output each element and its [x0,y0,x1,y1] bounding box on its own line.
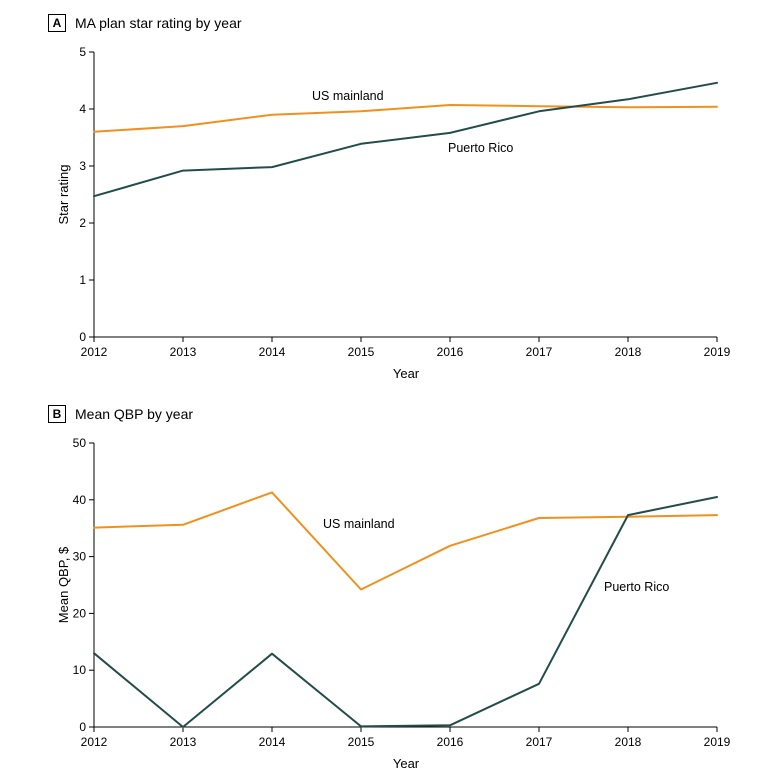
chart-b-puerto-rico-line [93,496,718,728]
panel-b-title: Mean QBP by year [75,406,194,422]
chart-a-x-tick-label: 2017 [526,345,553,359]
chart-b-puerto-rico-label: Puerto Rico [604,580,669,594]
chart-a-x-axis-label: Year [393,366,420,381]
chart-a-x-tick-label: 2014 [259,345,286,359]
chart-a-x-tick-label: 2019 [704,345,731,359]
chart-b-x-tick-label: 2017 [526,735,553,749]
chart-a-y-tick-label: 5 [79,45,86,59]
panel-b-letter: B [48,405,66,423]
chart-b-y-tick-label: 0 [79,720,86,734]
chart-b-x-tick-label: 2014 [259,735,286,749]
chart-a-x-tick-label: 2015 [348,345,375,359]
chart-b-x-tick-label: 2012 [81,735,108,749]
chart-b-us-mainland-line [93,491,718,591]
chart-b-y-tick-label: 20 [73,606,87,620]
panel-a-title: MA plan star rating by year [75,15,242,31]
chart-b-x-axis-label: Year [393,756,420,771]
chart-b-y-axis-label: Mean QBP, $ [56,546,71,623]
chart-a-y-tick-label: 1 [79,273,86,287]
chart-b-x-tick-label: 2013 [170,735,197,749]
chart-a-y-tick-label: 0 [79,330,86,344]
chart-a-y-tick-label: 3 [79,159,86,173]
chart-a-x-tick-label: 2013 [170,345,197,359]
chart-a-y-axis-label: Star rating [56,165,71,225]
chart-a-x-tick-label: 2018 [615,345,642,359]
chart-a-us-mainland-line [93,104,718,133]
chart-a-x-tick-label: 2016 [437,345,464,359]
panel-a-letter: A [48,14,66,32]
chart-a-y-tick-label: 2 [79,216,86,230]
chart-a-puerto-rico-line [93,81,718,198]
panel-a-header: A MA plan star rating by year [48,14,242,32]
panel-b-header: B Mean QBP by year [48,405,193,423]
chart-a-puerto-rico-label: Puerto Rico [448,141,513,155]
chart-b-us-mainland-label: US mainland [323,517,395,531]
chart-b-x-tick-label: 2018 [615,735,642,749]
chart-a-x-tick-label: 2012 [81,345,108,359]
chart-b-x-tick-label: 2016 [437,735,464,749]
chart-a-y-tick-label: 4 [79,102,86,116]
chart-b-y-tick-label: 50 [73,436,87,450]
chart-b-x-tick-label: 2015 [348,735,375,749]
chart-b-x-tick-label: 2019 [704,735,731,749]
chart-b-y-tick-label: 40 [73,493,87,507]
chart-b-y-tick-label: 10 [73,663,87,677]
chart-a-us-mainland-label: US mainland [312,89,384,103]
chart-b-y-tick-label: 30 [73,550,87,564]
